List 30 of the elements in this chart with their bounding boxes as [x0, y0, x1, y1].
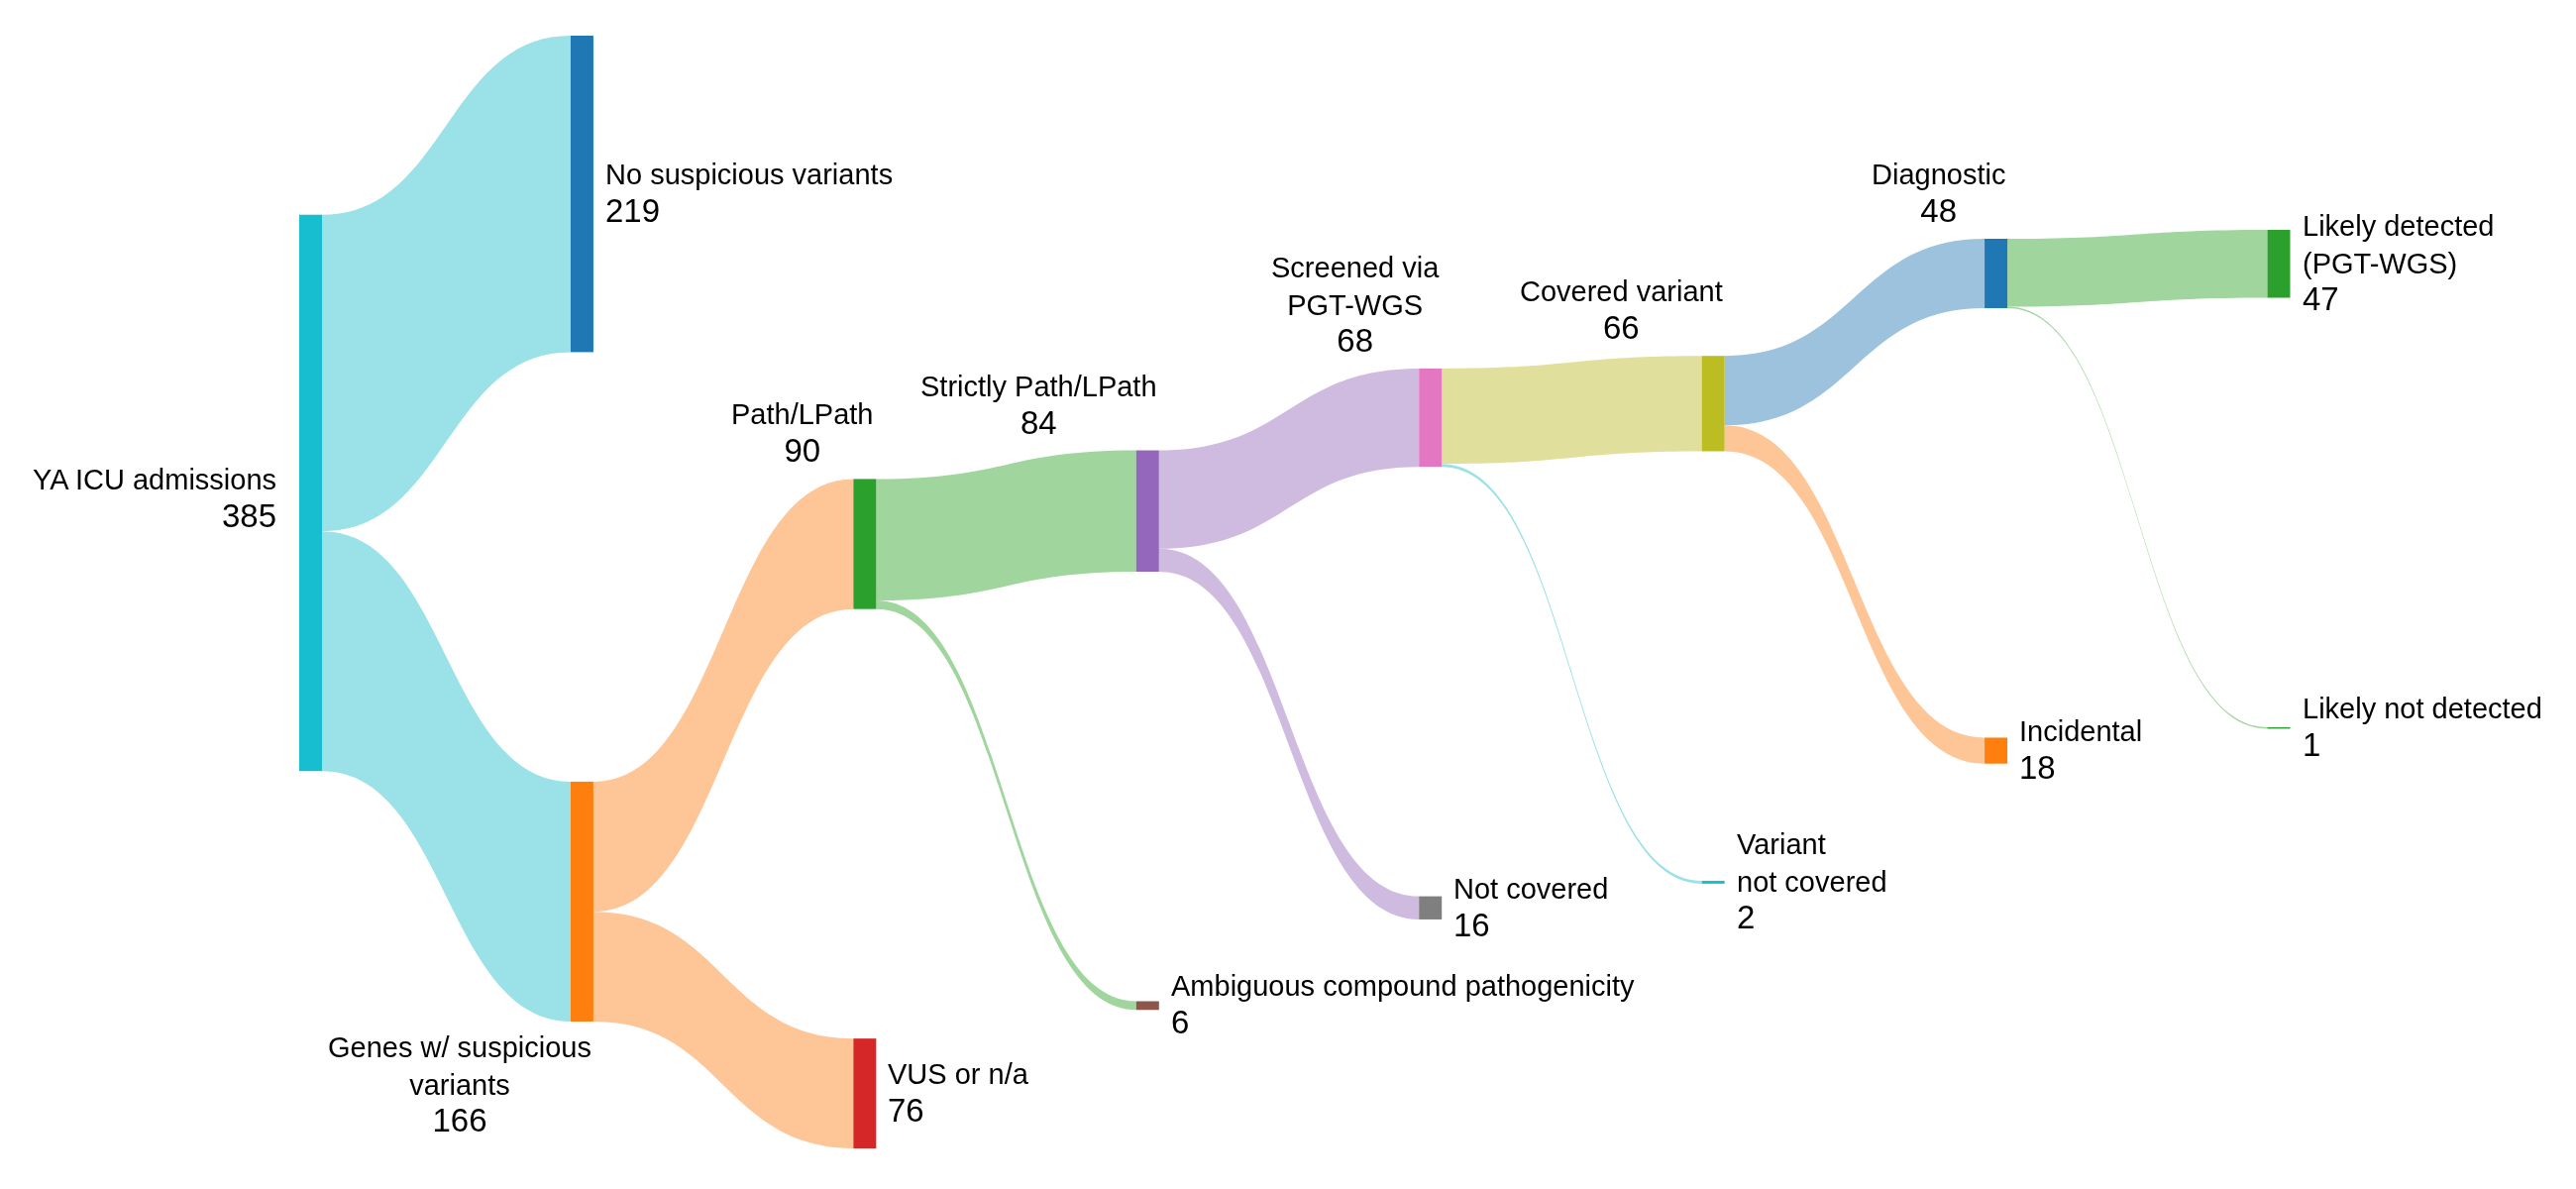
category-label: YA ICU admissions: [33, 464, 277, 495]
data-label: 68: [1337, 322, 1373, 360]
category-label: Incidental: [2019, 715, 2143, 747]
category-label: Not covered: [1453, 873, 1609, 905]
data-label: 47: [2303, 280, 2339, 318]
data-label: 2: [1737, 899, 1756, 936]
data-label: 48: [1920, 191, 1958, 229]
data-label: 219: [605, 191, 661, 229]
category-label: VUS or n/a: [888, 1058, 1029, 1090]
category-label: Likely not detected: [2303, 693, 2542, 724]
data-label: 385: [221, 496, 277, 534]
data-label: 66: [1603, 308, 1640, 346]
category-label: Covered variant: [1520, 275, 1723, 307]
category-label: Path/LPath: [731, 398, 874, 430]
data-label: 166: [432, 1102, 487, 1139]
data-label: 84: [1020, 403, 1057, 441]
category-label: No suspicious variants: [605, 159, 894, 190]
data-label: 1: [2303, 725, 2321, 763]
data-label: 90: [784, 431, 821, 469]
category-label: Genes w/ suspicious variants: [328, 1031, 591, 1101]
data-label: 18: [2019, 748, 2056, 786]
category-label: Screened via PGT-WGS: [1271, 252, 1441, 321]
category-label: Likely detected (PGT-WGS): [2303, 210, 2495, 279]
category-label: Ambiguous compound pathogenicity: [1171, 970, 1636, 1002]
data-label: 6: [1171, 1003, 1190, 1040]
category-label: Diagnostic: [1872, 159, 2006, 190]
category-label: Variant not covered: [1737, 828, 1887, 898]
data-label: 76: [888, 1091, 924, 1129]
category-label: Strictly Path/LPath: [920, 371, 1157, 402]
data-label: 16: [1453, 906, 1490, 943]
